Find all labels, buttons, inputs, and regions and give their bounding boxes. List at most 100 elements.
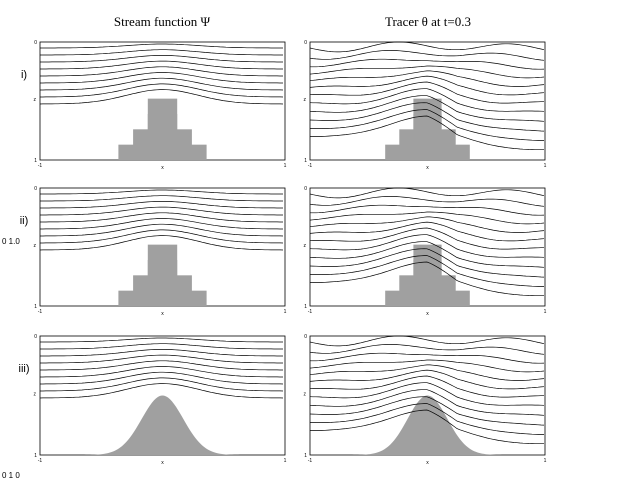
contour-line [40, 377, 284, 392]
contour-line [310, 261, 544, 297]
contour-line [40, 83, 284, 98]
contour-line [40, 43, 283, 49]
contour-line [39, 89, 284, 105]
axis-label: z [304, 97, 307, 103]
contour-line [40, 189, 283, 195]
tick-label: -1 [308, 163, 313, 169]
contour-line [309, 248, 545, 278]
contour-line [39, 235, 284, 251]
axis-label: z [34, 97, 37, 103]
contour-line [40, 195, 283, 202]
contour-line [309, 389, 545, 416]
axis-label: x [426, 460, 429, 466]
contour-line [309, 216, 545, 233]
contour-line [40, 60, 283, 70]
contour-line [310, 58, 545, 70]
contour-line [40, 354, 283, 364]
contour-line [40, 201, 283, 209]
contour-line [309, 364, 545, 381]
tick-label: -1 [308, 458, 313, 464]
contour-line [309, 70, 545, 87]
column-title: Tracer θ at t=0.3 [385, 14, 471, 29]
contour-line [309, 359, 545, 373]
contour-line [40, 337, 283, 343]
contour-line [40, 206, 283, 216]
contour-line [309, 344, 545, 355]
contour-line [309, 187, 545, 199]
axis-label: x [161, 311, 164, 317]
obstacle [147, 244, 178, 306]
contour-line [309, 221, 545, 242]
contour-line [310, 204, 545, 216]
tick-label: 0 [304, 186, 307, 192]
contour-line [40, 218, 283, 230]
tick-label: 0 [304, 334, 307, 340]
tick-label: 1 [544, 309, 547, 315]
contour-line [40, 77, 284, 91]
contour-line [309, 50, 545, 61]
contour-line [309, 95, 545, 122]
tick-label: 1 [34, 453, 37, 459]
contour-line [40, 371, 284, 385]
tick-label: 0 [34, 334, 37, 340]
contour-line [309, 403, 545, 435]
contour-line [309, 75, 545, 96]
contour-line [40, 55, 283, 63]
tick-label: -1 [308, 309, 313, 315]
contour-line [310, 115, 544, 151]
axis-label: x [161, 165, 164, 171]
bottom-fragment: 0 1 0 [2, 471, 20, 480]
contour-line [309, 255, 545, 287]
contour-line [40, 360, 283, 371]
tick-label: 1 [284, 458, 287, 464]
contour-line [309, 241, 545, 268]
axis-label: x [426, 165, 429, 171]
axis-label: z [304, 243, 307, 249]
obstacle [310, 395, 545, 455]
tick-label: 1 [34, 158, 37, 164]
contour-line [40, 223, 284, 237]
obstacle [413, 244, 442, 306]
contour-line [309, 211, 545, 225]
tick-label: 1 [284, 309, 287, 315]
tick-label: 0 [304, 40, 307, 46]
axis-label: z [34, 392, 37, 398]
tick-label: -1 [38, 163, 43, 169]
tick-label: 1 [544, 163, 547, 169]
contour-line [40, 212, 283, 223]
row-label: iii) [19, 363, 30, 375]
row-label: ii) [20, 215, 29, 227]
tick-label: -1 [38, 309, 43, 315]
contour-line [309, 196, 545, 207]
contour-line [40, 349, 283, 357]
contour-line [40, 72, 283, 84]
axis-label: z [304, 392, 307, 398]
contour-line [40, 66, 283, 77]
tick-label: 1 [284, 163, 287, 169]
contour-line [309, 65, 545, 79]
obstacle [147, 98, 178, 160]
contour-line [309, 335, 545, 347]
tick-label: -1 [38, 458, 43, 464]
tick-label: 1 [34, 304, 37, 310]
contour-line [40, 49, 283, 56]
contour-line [40, 366, 283, 378]
contour-line [40, 229, 284, 244]
axis-label: x [161, 460, 164, 466]
tick-label: 1 [544, 458, 547, 464]
tick-label: 0 [34, 186, 37, 192]
axis-label: x [426, 311, 429, 317]
contour-line [309, 375, 544, 398]
contour-line [309, 109, 545, 141]
axis-label: z [34, 243, 37, 249]
contour-line [40, 343, 283, 350]
contour-line [309, 227, 544, 250]
contour-line [39, 383, 284, 399]
tick-label: 0 [34, 40, 37, 46]
contour-line [309, 81, 544, 104]
contour-line [309, 396, 545, 426]
contour-line [309, 234, 545, 258]
column-title: Stream function Ψ [114, 14, 211, 29]
contour-line [309, 382, 545, 406]
